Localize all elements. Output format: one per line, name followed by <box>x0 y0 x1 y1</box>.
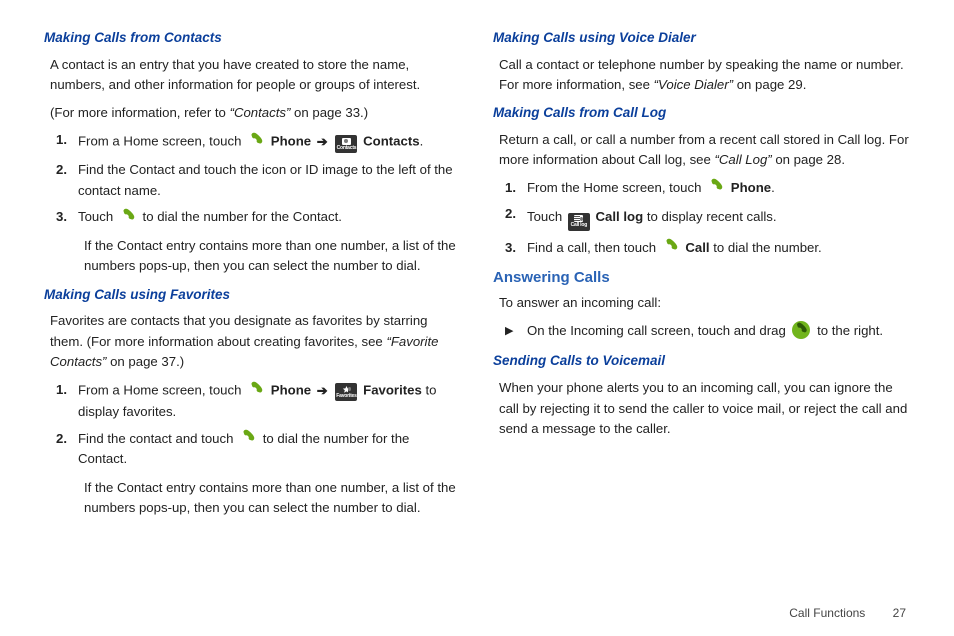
step: 1. From a Home screen, touch Phone ➔ Fav… <box>50 380 461 423</box>
step: 3. Find a call, then touch Call to dial … <box>499 238 910 258</box>
arrow-icon: ➔ <box>315 383 330 398</box>
steps-contacts: 1. From a Home screen, touch Phone ➔ Con… <box>44 130 461 227</box>
heading-contacts: Making Calls from Contacts <box>44 28 461 49</box>
footer-section: Call Functions <box>789 606 865 620</box>
steps-favorites: 1. From a Home screen, touch Phone ➔ Fav… <box>44 380 461 470</box>
para: When your phone alerts you to an incomin… <box>499 378 910 439</box>
favorites-icon: Favorites <box>335 379 357 402</box>
phone-icon <box>247 381 265 399</box>
right-column: Making Calls using Voice Dialer Call a c… <box>493 28 910 527</box>
answer-icon <box>791 320 811 340</box>
para: Favorites are contacts that you designat… <box>50 311 461 372</box>
heading-voice-dialer: Making Calls using Voice Dialer <box>493 28 910 49</box>
phone-icon <box>247 132 265 150</box>
page-footer: Call Functions 27 <box>789 606 906 620</box>
arrow-icon: ➔ <box>315 134 330 149</box>
para: To answer an incoming call: <box>499 293 910 313</box>
para: (For more information, refer to “Contact… <box>50 103 461 123</box>
step: 1. From a Home screen, touch Phone ➔ Con… <box>50 130 461 154</box>
step: 2. Find the Contact and touch the icon o… <box>50 160 461 201</box>
phone-icon <box>707 178 725 196</box>
heading-call-log: Making Calls from Call Log <box>493 103 910 124</box>
step: 3. Touch to dial the number for the Cont… <box>50 207 461 227</box>
note: If the Contact entry contains more than … <box>84 236 461 277</box>
heading-voicemail: Sending Calls to Voicemail <box>493 351 910 372</box>
left-column: Making Calls from Contacts A contact is … <box>44 28 461 527</box>
step: 2. Touch Call log Call log to display re… <box>499 204 910 232</box>
phone-icon <box>239 429 257 447</box>
step: 2. Find the contact and touch to dial th… <box>50 429 461 470</box>
page-number: 27 <box>893 606 906 620</box>
para: Return a call, or call a number from a r… <box>499 130 910 171</box>
triangle-icon: ▶ <box>505 321 527 342</box>
para: A contact is an entry that you have crea… <box>50 55 461 96</box>
step: 1. From the Home screen, touch Phone. <box>499 178 910 198</box>
bullet: ▶ On the Incoming call screen, touch and… <box>505 321 910 342</box>
phone-icon <box>662 238 680 256</box>
calllog-icon: Call log <box>568 203 590 231</box>
phone-icon <box>119 208 137 226</box>
para: Call a contact or telephone number by sp… <box>499 55 910 96</box>
steps-calllog: 1. From the Home screen, touch Phone. 2.… <box>493 178 910 258</box>
contacts-icon: Contacts <box>335 129 357 153</box>
heading-answering: Answering Calls <box>493 266 910 289</box>
note: If the Contact entry contains more than … <box>84 478 461 519</box>
heading-favorites: Making Calls using Favorites <box>44 285 461 306</box>
